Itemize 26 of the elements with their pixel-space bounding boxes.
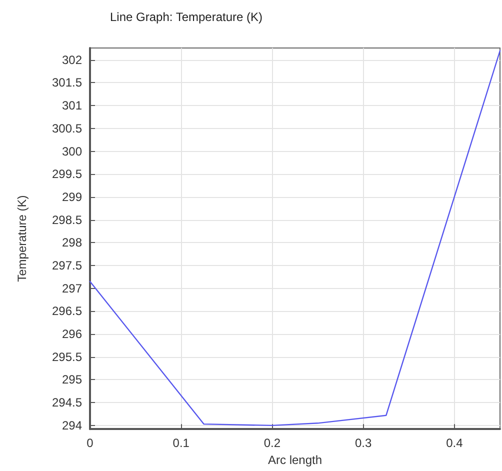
y-tick-label: 301.5 bbox=[52, 76, 82, 90]
y-tick-label: 300 bbox=[62, 144, 82, 158]
y-tick-label: 301 bbox=[62, 98, 82, 113]
y-tick-label: 302 bbox=[62, 52, 82, 67]
x-tick-label: 0.2 bbox=[264, 436, 281, 450]
y-tick-label: 300.5 bbox=[52, 121, 82, 136]
x-tick-label: 0.4 bbox=[446, 436, 464, 450]
y-tick-label: 297 bbox=[62, 281, 82, 296]
y-tick-label: 295 bbox=[62, 372, 82, 387]
chart-title: Line Graph: Temperature (K) bbox=[110, 10, 263, 24]
y-tick-label: 296 bbox=[62, 327, 82, 342]
y-tick-label: 295.5 bbox=[52, 350, 82, 364]
line-series bbox=[89, 50, 501, 426]
x-tick-label: 0.1 bbox=[172, 436, 190, 450]
y-tick-label: 299.5 bbox=[52, 167, 82, 182]
y-tick-label: 296.5 bbox=[52, 304, 82, 318]
y-tick-label: 298 bbox=[62, 236, 82, 250]
y-tick-label: 298.5 bbox=[52, 212, 82, 227]
y-tick-label: 297.5 bbox=[52, 258, 82, 273]
y-axis-title: Temperature (K) bbox=[15, 195, 29, 282]
y-tick-label: 294 bbox=[62, 418, 82, 432]
x-tick-label: 0 bbox=[86, 436, 94, 450]
y-tick-label: 294.5 bbox=[52, 396, 82, 410]
x-axis-title: Arc length bbox=[268, 453, 322, 467]
y-tick-label: 299 bbox=[62, 190, 82, 204]
x-tick-label: 0.3 bbox=[354, 436, 372, 450]
